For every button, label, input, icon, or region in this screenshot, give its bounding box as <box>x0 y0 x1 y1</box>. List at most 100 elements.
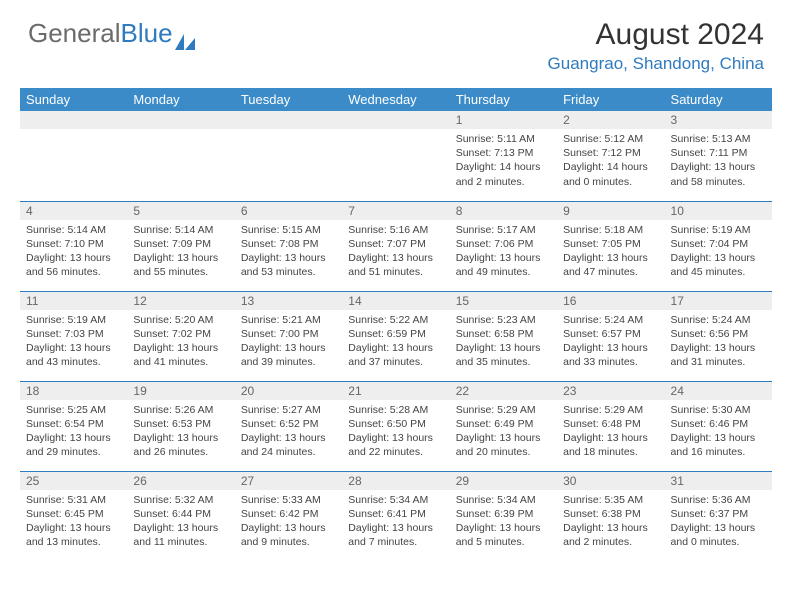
day-body: Sunrise: 5:29 AMSunset: 6:49 PMDaylight:… <box>450 400 557 464</box>
day-number-empty <box>127 111 234 129</box>
dow-header: Thursday <box>450 88 557 111</box>
sunrise-line: Sunrise: 5:14 AM <box>133 223 228 237</box>
daylight-line: Daylight: 13 hours and 56 minutes. <box>26 251 121 279</box>
sunrise-line: Sunrise: 5:24 AM <box>671 313 766 327</box>
day-body: Sunrise: 5:24 AMSunset: 6:57 PMDaylight:… <box>557 310 664 374</box>
week-row: 18Sunrise: 5:25 AMSunset: 6:54 PMDayligh… <box>20 381 772 471</box>
sunrise-line: Sunrise: 5:29 AM <box>456 403 551 417</box>
dow-header: Tuesday <box>235 88 342 111</box>
day-cell: 8Sunrise: 5:17 AMSunset: 7:06 PMDaylight… <box>450 201 557 291</box>
location: Guangrao, Shandong, China <box>548 54 764 74</box>
day-body: Sunrise: 5:24 AMSunset: 6:56 PMDaylight:… <box>665 310 772 374</box>
sunrise-line: Sunrise: 5:27 AM <box>241 403 336 417</box>
day-cell: 11Sunrise: 5:19 AMSunset: 7:03 PMDayligh… <box>20 291 127 381</box>
daylight-line: Daylight: 13 hours and 35 minutes. <box>456 341 551 369</box>
daylight-line: Daylight: 13 hours and 18 minutes. <box>563 431 658 459</box>
day-body: Sunrise: 5:18 AMSunset: 7:05 PMDaylight:… <box>557 220 664 284</box>
sunrise-line: Sunrise: 5:14 AM <box>26 223 121 237</box>
daylight-line: Daylight: 13 hours and 39 minutes. <box>241 341 336 369</box>
sunrise-line: Sunrise: 5:18 AM <box>563 223 658 237</box>
day-body: Sunrise: 5:34 AMSunset: 6:41 PMDaylight:… <box>342 490 449 554</box>
day-cell: 18Sunrise: 5:25 AMSunset: 6:54 PMDayligh… <box>20 381 127 471</box>
day-number: 22 <box>450 382 557 400</box>
sunset-line: Sunset: 6:42 PM <box>241 507 336 521</box>
day-cell <box>127 111 234 201</box>
sunset-line: Sunset: 7:02 PM <box>133 327 228 341</box>
day-number-empty <box>342 111 449 129</box>
sunrise-line: Sunrise: 5:17 AM <box>456 223 551 237</box>
sunset-line: Sunset: 6:50 PM <box>348 417 443 431</box>
day-cell: 9Sunrise: 5:18 AMSunset: 7:05 PMDaylight… <box>557 201 664 291</box>
week-row: 11Sunrise: 5:19 AMSunset: 7:03 PMDayligh… <box>20 291 772 381</box>
sunrise-line: Sunrise: 5:23 AM <box>456 313 551 327</box>
day-number: 6 <box>235 202 342 220</box>
day-number: 17 <box>665 292 772 310</box>
day-number: 13 <box>235 292 342 310</box>
day-number: 3 <box>665 111 772 129</box>
month-title: August 2024 <box>548 18 764 52</box>
day-cell <box>235 111 342 201</box>
sunset-line: Sunset: 7:12 PM <box>563 146 658 160</box>
sunset-line: Sunset: 6:54 PM <box>26 417 121 431</box>
day-cell: 28Sunrise: 5:34 AMSunset: 6:41 PMDayligh… <box>342 471 449 561</box>
day-body: Sunrise: 5:11 AMSunset: 7:13 PMDaylight:… <box>450 129 557 193</box>
day-cell: 26Sunrise: 5:32 AMSunset: 6:44 PMDayligh… <box>127 471 234 561</box>
sunset-line: Sunset: 6:39 PM <box>456 507 551 521</box>
daylight-line: Daylight: 13 hours and 9 minutes. <box>241 521 336 549</box>
day-cell: 12Sunrise: 5:20 AMSunset: 7:02 PMDayligh… <box>127 291 234 381</box>
daylight-line: Daylight: 13 hours and 47 minutes. <box>563 251 658 279</box>
sunset-line: Sunset: 7:03 PM <box>26 327 121 341</box>
sunset-line: Sunset: 6:59 PM <box>348 327 443 341</box>
day-cell: 23Sunrise: 5:29 AMSunset: 6:48 PMDayligh… <box>557 381 664 471</box>
daylight-line: Daylight: 13 hours and 13 minutes. <box>26 521 121 549</box>
day-cell: 1Sunrise: 5:11 AMSunset: 7:13 PMDaylight… <box>450 111 557 201</box>
day-cell: 16Sunrise: 5:24 AMSunset: 6:57 PMDayligh… <box>557 291 664 381</box>
day-number: 16 <box>557 292 664 310</box>
week-row: 1Sunrise: 5:11 AMSunset: 7:13 PMDaylight… <box>20 111 772 201</box>
day-number: 4 <box>20 202 127 220</box>
day-cell: 19Sunrise: 5:26 AMSunset: 6:53 PMDayligh… <box>127 381 234 471</box>
day-body: Sunrise: 5:26 AMSunset: 6:53 PMDaylight:… <box>127 400 234 464</box>
dow-header: Saturday <box>665 88 772 111</box>
sunset-line: Sunset: 7:06 PM <box>456 237 551 251</box>
sunrise-line: Sunrise: 5:35 AM <box>563 493 658 507</box>
dow-row: SundayMondayTuesdayWednesdayThursdayFrid… <box>20 88 772 111</box>
sunrise-line: Sunrise: 5:36 AM <box>671 493 766 507</box>
sunrise-line: Sunrise: 5:33 AM <box>241 493 336 507</box>
logo-text-gray: General <box>28 18 121 49</box>
sunrise-line: Sunrise: 5:19 AM <box>671 223 766 237</box>
day-body: Sunrise: 5:25 AMSunset: 6:54 PMDaylight:… <box>20 400 127 464</box>
day-body: Sunrise: 5:36 AMSunset: 6:37 PMDaylight:… <box>665 490 772 554</box>
day-cell: 2Sunrise: 5:12 AMSunset: 7:12 PMDaylight… <box>557 111 664 201</box>
day-cell: 13Sunrise: 5:21 AMSunset: 7:00 PMDayligh… <box>235 291 342 381</box>
day-body: Sunrise: 5:27 AMSunset: 6:52 PMDaylight:… <box>235 400 342 464</box>
day-number: 11 <box>20 292 127 310</box>
day-body: Sunrise: 5:13 AMSunset: 7:11 PMDaylight:… <box>665 129 772 193</box>
daylight-line: Daylight: 13 hours and 2 minutes. <box>563 521 658 549</box>
day-body: Sunrise: 5:22 AMSunset: 6:59 PMDaylight:… <box>342 310 449 374</box>
sunset-line: Sunset: 6:49 PM <box>456 417 551 431</box>
sunrise-line: Sunrise: 5:22 AM <box>348 313 443 327</box>
sunset-line: Sunset: 7:00 PM <box>241 327 336 341</box>
daylight-line: Daylight: 13 hours and 24 minutes. <box>241 431 336 459</box>
sunrise-line: Sunrise: 5:30 AM <box>671 403 766 417</box>
sunrise-line: Sunrise: 5:13 AM <box>671 132 766 146</box>
sunrise-line: Sunrise: 5:28 AM <box>348 403 443 417</box>
dow-header: Wednesday <box>342 88 449 111</box>
daylight-line: Daylight: 14 hours and 0 minutes. <box>563 160 658 188</box>
sail-icon <box>175 26 195 42</box>
day-number: 30 <box>557 472 664 490</box>
logo-text-blue: Blue <box>121 18 173 49</box>
day-number-empty <box>235 111 342 129</box>
daylight-line: Daylight: 13 hours and 53 minutes. <box>241 251 336 279</box>
day-cell: 20Sunrise: 5:27 AMSunset: 6:52 PMDayligh… <box>235 381 342 471</box>
sunset-line: Sunset: 7:05 PM <box>563 237 658 251</box>
day-body: Sunrise: 5:30 AMSunset: 6:46 PMDaylight:… <box>665 400 772 464</box>
day-cell: 17Sunrise: 5:24 AMSunset: 6:56 PMDayligh… <box>665 291 772 381</box>
day-number: 19 <box>127 382 234 400</box>
day-body: Sunrise: 5:28 AMSunset: 6:50 PMDaylight:… <box>342 400 449 464</box>
daylight-line: Daylight: 14 hours and 2 minutes. <box>456 160 551 188</box>
day-number: 21 <box>342 382 449 400</box>
sunset-line: Sunset: 6:56 PM <box>671 327 766 341</box>
day-body: Sunrise: 5:32 AMSunset: 6:44 PMDaylight:… <box>127 490 234 554</box>
